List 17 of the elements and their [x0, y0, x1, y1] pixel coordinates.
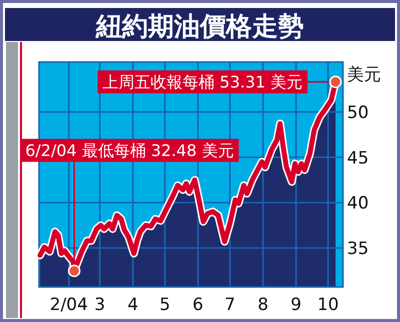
y-tick-label: 45 [347, 148, 369, 168]
x-tick-label: 2/04 [50, 295, 88, 315]
x-tick-label: 4 [127, 295, 138, 315]
annotation: 上周五收報每桶 53.31 美元 [102, 72, 303, 92]
annotation: 6/2/04 最低每桶 32.48 美元 [25, 140, 234, 160]
x-tick-label: 3 [94, 295, 106, 315]
x-tick-label: 8 [258, 295, 268, 315]
x-tick-label: 9 [290, 295, 302, 315]
x-tick-label: 5 [159, 295, 170, 315]
y-tick-label: 40 [347, 194, 369, 214]
y-tick-label: 35 [347, 238, 369, 259]
x-tick-label: 6 [192, 295, 204, 315]
x-tick-label: 10 [317, 295, 339, 315]
y-axis-title: 美元 [347, 65, 381, 85]
chart-title: 紐約期油價格走勢 [95, 12, 304, 42]
x-tick-label: 7 [224, 295, 236, 315]
y-tick-label: 50 [347, 102, 369, 123]
